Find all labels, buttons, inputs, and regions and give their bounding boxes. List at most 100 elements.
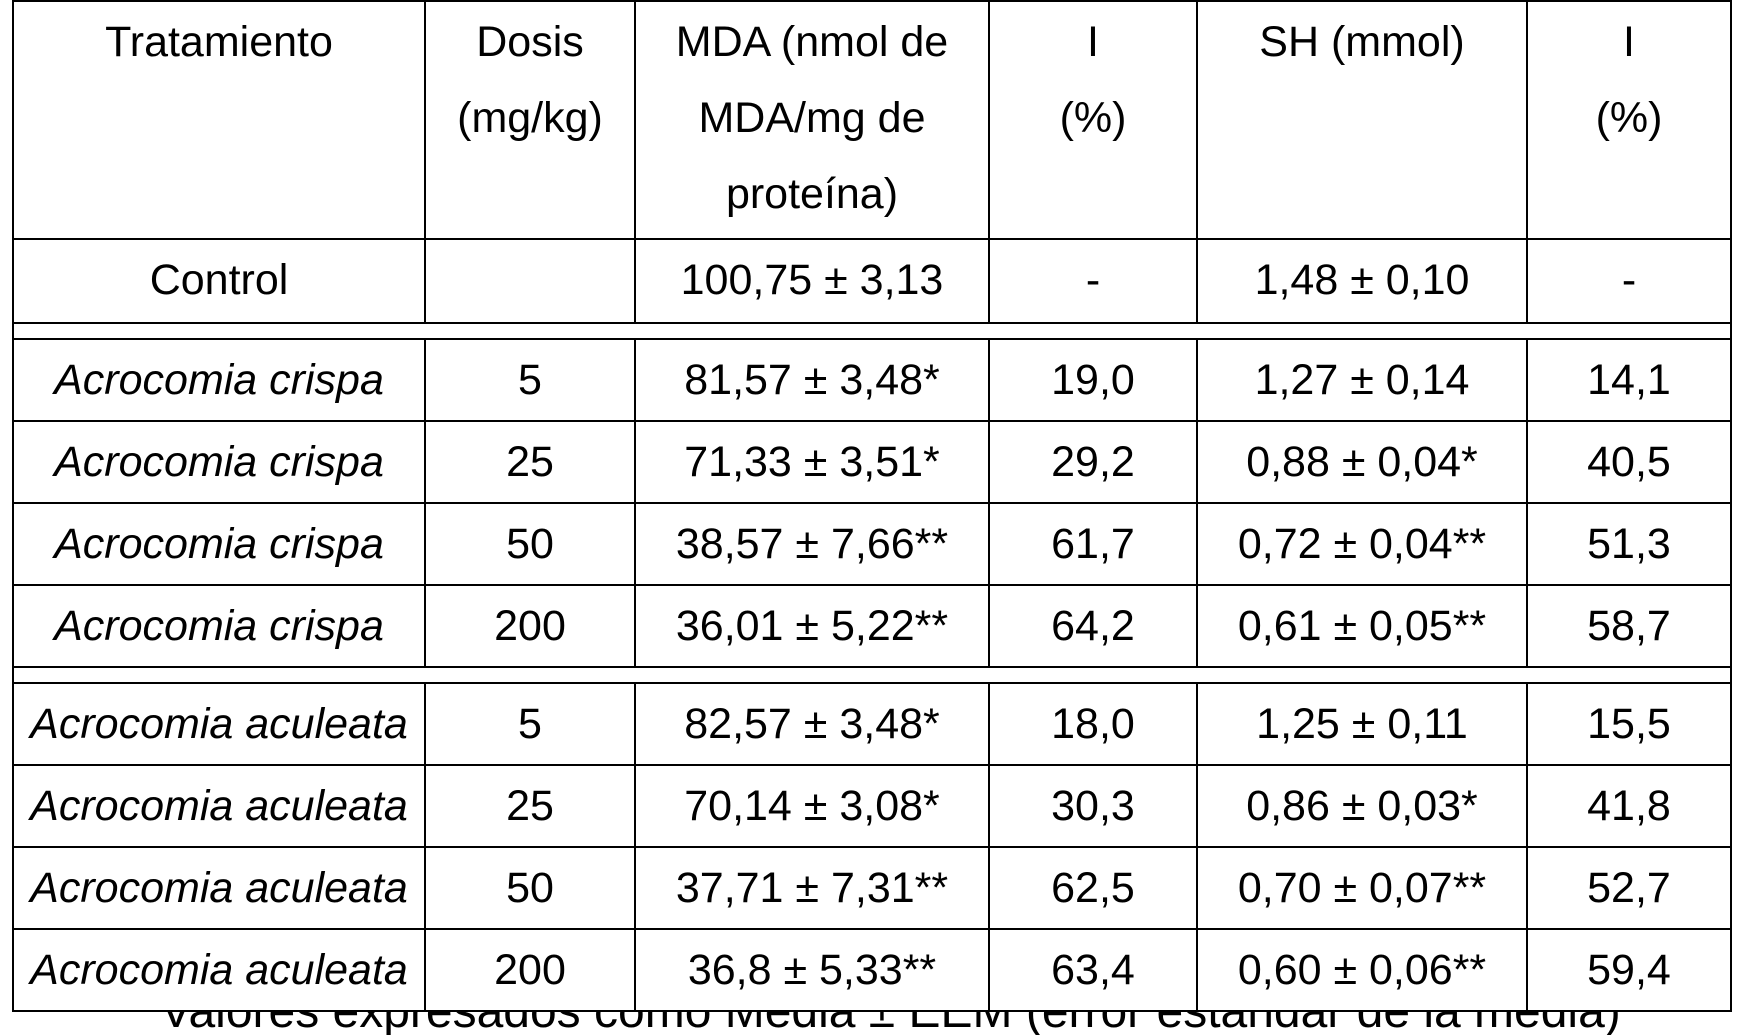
- header-mda-line1: MDA (nmol de: [640, 4, 984, 80]
- table-row: Acrocomia aculeata 200 36,8 ± 5,33** 63,…: [13, 929, 1731, 1011]
- treatment-name: Acrocomia crispa: [54, 602, 384, 650]
- dose-cell: 200: [425, 929, 635, 1011]
- inhibition-mda-cell: 30,3: [989, 765, 1197, 847]
- treatment-cell: Acrocomia crispa: [13, 585, 425, 667]
- control-treatment: Control: [13, 239, 425, 323]
- table-row: Acrocomia aculeata 25 70,14 ± 3,08* 30,3…: [13, 765, 1731, 847]
- header-treatment-label: Tratamiento: [18, 4, 420, 80]
- control-dose: [425, 239, 635, 323]
- group-separator-cell: [13, 323, 1731, 339]
- mda-cell: 81,57 ± 3,48*: [635, 339, 989, 421]
- sh-cell: 1,27 ± 0,14: [1197, 339, 1527, 421]
- header-inhibition-sh-line1: I: [1532, 4, 1726, 80]
- header-mda-line3: proteína): [640, 156, 984, 232]
- inhibition-sh-cell: 52,7: [1527, 847, 1731, 929]
- mda-cell: 38,57 ± 7,66**: [635, 503, 989, 585]
- sh-cell: 0,70 ± 0,07**: [1197, 847, 1527, 929]
- dose-cell: 200: [425, 585, 635, 667]
- sh-cell: 0,61 ± 0,05**: [1197, 585, 1527, 667]
- mda-cell: 36,01 ± 5,22**: [635, 585, 989, 667]
- control-sh: 1,48 ± 0,10: [1197, 239, 1527, 323]
- sh-cell: 1,25 ± 0,11: [1197, 683, 1527, 765]
- dose-cell: 50: [425, 847, 635, 929]
- header-inhibition-sh-line2: (%): [1532, 80, 1726, 156]
- table-row: Acrocomia crispa 25 71,33 ± 3,51* 29,2 0…: [13, 421, 1731, 503]
- group-separator: [13, 323, 1731, 339]
- table-row: Acrocomia aculeata 5 82,57 ± 3,48* 18,0 …: [13, 683, 1731, 765]
- header-dose-line2: (mg/kg): [430, 80, 630, 156]
- inhibition-sh-cell: 59,4: [1527, 929, 1731, 1011]
- group-separator: [13, 667, 1731, 683]
- inhibition-mda-cell: 19,0: [989, 339, 1197, 421]
- inhibition-sh-cell: 40,5: [1527, 421, 1731, 503]
- dose-cell: 5: [425, 683, 635, 765]
- header-mda-line2: MDA/mg de: [640, 80, 984, 156]
- control-inhibition-sh: -: [1527, 239, 1731, 323]
- aculeata-group: Acrocomia aculeata 5 82,57 ± 3,48* 18,0 …: [13, 683, 1731, 1011]
- dose-cell: 25: [425, 421, 635, 503]
- treatment-cell: Acrocomia aculeata: [13, 929, 425, 1011]
- treatment-cell: Acrocomia aculeata: [13, 683, 425, 765]
- inhibition-sh-cell: 14,1: [1527, 339, 1731, 421]
- inhibition-mda-cell: 18,0: [989, 683, 1197, 765]
- inhibition-mda-cell: 63,4: [989, 929, 1197, 1011]
- mda-cell: 37,71 ± 7,31**: [635, 847, 989, 929]
- header-treatment: Tratamiento: [13, 1, 425, 239]
- table-row: Acrocomia crispa 50 38,57 ± 7,66** 61,7 …: [13, 503, 1731, 585]
- control-group: Control 100,75 ± 3,13 - 1,48 ± 0,10 -: [13, 239, 1731, 339]
- treatment-cell: Acrocomia crispa: [13, 421, 425, 503]
- inhibition-sh-cell: 58,7: [1527, 585, 1731, 667]
- results-table: Tratamiento Dosis (mg/kg) MDA (nmol de M…: [12, 0, 1732, 1012]
- table-row: Acrocomia crispa 200 36,01 ± 5,22** 64,2…: [13, 585, 1731, 667]
- table-header: Tratamiento Dosis (mg/kg) MDA (nmol de M…: [13, 1, 1731, 239]
- header-inhibition-mda: I (%): [989, 1, 1197, 239]
- inhibition-sh-cell: 51,3: [1527, 503, 1731, 585]
- header-dose-line1: Dosis: [430, 4, 630, 80]
- mda-cell: 70,14 ± 3,08*: [635, 765, 989, 847]
- inhibition-mda-cell: 29,2: [989, 421, 1197, 503]
- treatment-name: Acrocomia aculeata: [30, 864, 408, 912]
- treatment-cell: Acrocomia aculeata: [13, 765, 425, 847]
- inhibition-sh-cell: 41,8: [1527, 765, 1731, 847]
- footnote-text: Valores expresados como Media ± EEM (err…: [160, 1012, 1621, 1035]
- treatment-cell: Acrocomia crispa: [13, 339, 425, 421]
- header-row: Tratamiento Dosis (mg/kg) MDA (nmol de M…: [13, 1, 1731, 239]
- mda-cell: 71,33 ± 3,51*: [635, 421, 989, 503]
- crispa-group: Acrocomia crispa 5 81,57 ± 3,48* 19,0 1,…: [13, 339, 1731, 683]
- table-row: Acrocomia aculeata 50 37,71 ± 7,31** 62,…: [13, 847, 1731, 929]
- header-inhibition-mda-line1: I: [994, 4, 1192, 80]
- dose-cell: 25: [425, 765, 635, 847]
- inhibition-sh-cell: 15,5: [1527, 683, 1731, 765]
- control-inhibition-mda: -: [989, 239, 1197, 323]
- treatment-name: Acrocomia crispa: [54, 356, 384, 404]
- table-row: Acrocomia crispa 5 81,57 ± 3,48* 19,0 1,…: [13, 339, 1731, 421]
- sh-cell: 0,60 ± 0,06**: [1197, 929, 1527, 1011]
- inhibition-mda-cell: 61,7: [989, 503, 1197, 585]
- inhibition-mda-cell: 64,2: [989, 585, 1197, 667]
- header-dose: Dosis (mg/kg): [425, 1, 635, 239]
- treatment-cell: Acrocomia crispa: [13, 503, 425, 585]
- header-sh-line1: SH (mmol): [1202, 4, 1522, 80]
- table-footnote: Valores expresados como Media ± EEM (err…: [0, 1012, 1744, 1035]
- header-inhibition-sh: I (%): [1527, 1, 1731, 239]
- header-sh: SH (mmol): [1197, 1, 1527, 239]
- treatment-cell: Acrocomia aculeata: [13, 847, 425, 929]
- mda-cell: 82,57 ± 3,48*: [635, 683, 989, 765]
- treatment-name: Acrocomia aculeata: [30, 782, 408, 830]
- dose-cell: 50: [425, 503, 635, 585]
- treatment-name: Acrocomia aculeata: [30, 946, 408, 994]
- treatment-name: Acrocomia crispa: [54, 438, 384, 486]
- treatment-name: Acrocomia aculeata: [30, 700, 408, 748]
- control-mda: 100,75 ± 3,13: [635, 239, 989, 323]
- sh-cell: 0,88 ± 0,04*: [1197, 421, 1527, 503]
- inhibition-mda-cell: 62,5: [989, 847, 1197, 929]
- sh-cell: 0,72 ± 0,04**: [1197, 503, 1527, 585]
- mda-cell: 36,8 ± 5,33**: [635, 929, 989, 1011]
- treatment-name: Acrocomia crispa: [54, 520, 384, 568]
- group-separator-cell: [13, 667, 1731, 683]
- header-mda: MDA (nmol de MDA/mg de proteína): [635, 1, 989, 239]
- control-row: Control 100,75 ± 3,13 - 1,48 ± 0,10 -: [13, 239, 1731, 323]
- dose-cell: 5: [425, 339, 635, 421]
- header-inhibition-mda-line2: (%): [994, 80, 1192, 156]
